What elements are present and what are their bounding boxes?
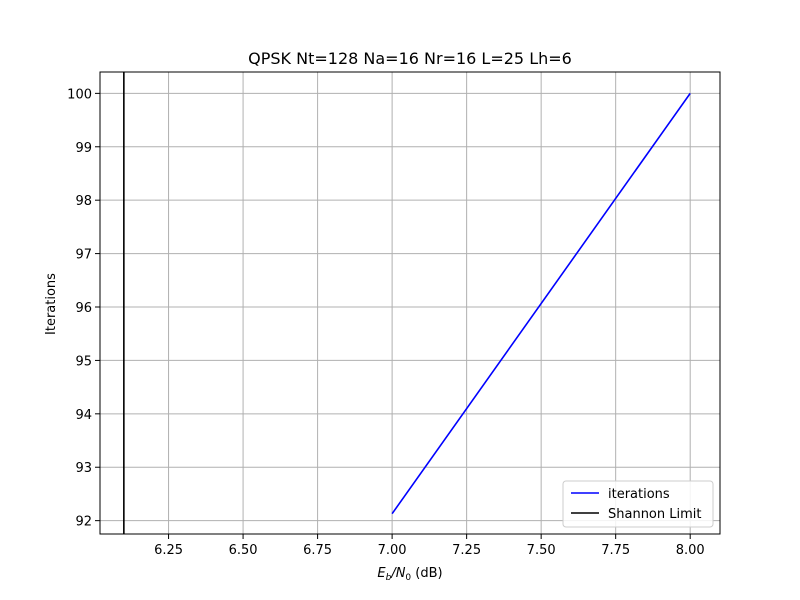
x-tick-label: 6.25 [154, 543, 183, 558]
grid [100, 72, 720, 534]
x-tick-label: 6.50 [229, 543, 258, 558]
x-tick-label: 7.25 [452, 543, 481, 558]
legend-box [562, 480, 714, 528]
legend-label-iterations: iterations [608, 487, 670, 502]
y-tick-label: 100 [67, 87, 92, 102]
y-tick-label: 98 [75, 194, 92, 209]
y-tick-label: 94 [75, 408, 92, 423]
chart-title: QPSK Nt=128 Na=16 Nr=16 L=25 Lh=6 [248, 49, 572, 68]
plot-frame [99, 71, 721, 535]
series-layer [123, 72, 691, 534]
y-tick-label: 92 [75, 515, 92, 530]
y-tick-label: 95 [75, 354, 92, 369]
y-tick-label: 97 [75, 248, 92, 263]
legend: iterations Shannon Limit [562, 480, 714, 528]
x-axis-label: Eb/N0 (dB) [377, 566, 442, 583]
x-tick-label: 7.50 [527, 543, 556, 558]
ticks: 6.25 6.50 6.75 7.00 7.25 7.50 7.75 8.00 92 93 94 95… [67, 87, 704, 558]
y-tick-label: 93 [75, 461, 92, 476]
y-tick-label: 96 [75, 301, 92, 316]
x-tick-label: 7.00 [378, 543, 407, 558]
y-axis-label: Iterations [44, 273, 59, 335]
y-tick-label: 99 [75, 141, 92, 156]
legend-label-shannon-limit: Shannon Limit [608, 507, 702, 522]
x-tick-label: 8.00 [676, 543, 705, 558]
x-tick-label: 6.75 [303, 543, 332, 558]
x-tick-label: 7.75 [601, 543, 630, 558]
series-line-iterations [391, 92, 691, 515]
